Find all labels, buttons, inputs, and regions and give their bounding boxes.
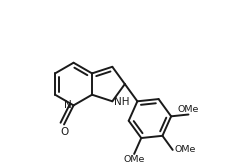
Text: N: N: [64, 100, 72, 110]
Text: NH: NH: [114, 97, 130, 107]
Text: OMe: OMe: [175, 145, 196, 154]
Text: OMe: OMe: [123, 155, 145, 164]
Text: OMe: OMe: [178, 105, 199, 114]
Text: O: O: [60, 127, 68, 137]
